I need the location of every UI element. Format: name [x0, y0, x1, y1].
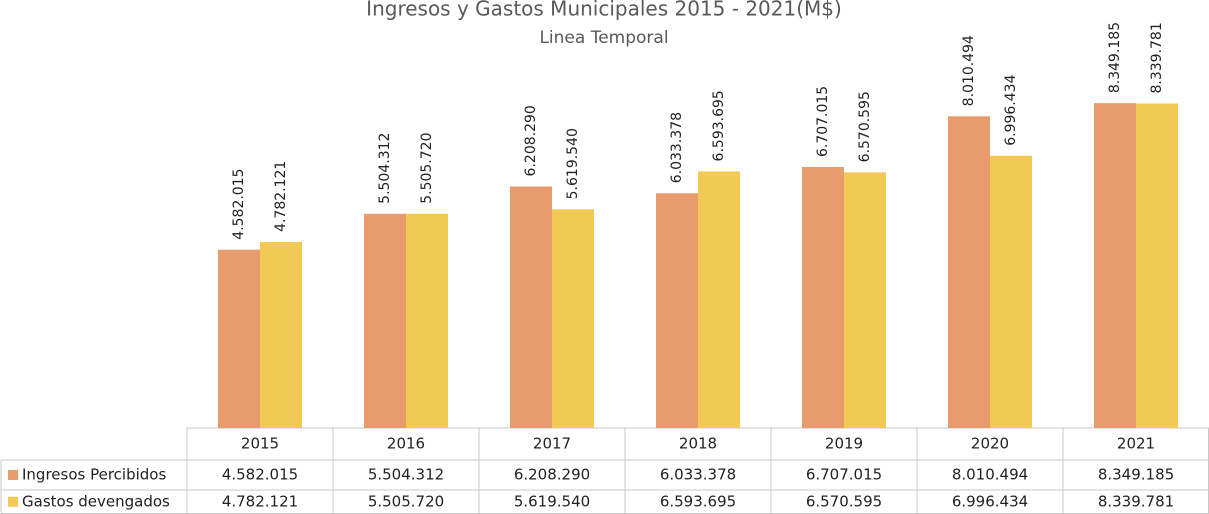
bar	[948, 116, 990, 428]
bar	[406, 213, 448, 428]
table-cell: 8.339.781	[1098, 492, 1174, 510]
bar	[260, 241, 302, 428]
x-tick-label: 2018	[679, 435, 717, 453]
data-label: 6.593.695	[711, 90, 727, 161]
x-tick-label: 2021	[1117, 435, 1155, 453]
legend-swatch	[8, 496, 18, 507]
data-label: 5.504.312	[377, 133, 393, 204]
table-cell: 6.570.595	[806, 492, 882, 510]
x-tick-label: 2015	[241, 435, 279, 453]
legend-swatch	[8, 470, 18, 480]
bar	[802, 167, 844, 429]
data-label: 5.505.720	[419, 133, 435, 204]
bar	[1094, 103, 1136, 428]
data-label: 8.349.185	[1107, 22, 1123, 93]
table-cell: 8.010.494	[952, 466, 1028, 484]
table-cell: 6.208.290	[514, 466, 590, 484]
chart-title: Ingresos y Gastos Municipales 2015 - 202…	[366, 0, 842, 21]
table-cell: 4.582.015	[222, 466, 298, 484]
x-tick-label: 2020	[971, 435, 1009, 453]
bar	[990, 155, 1032, 428]
data-label: 8.339.781	[1149, 22, 1165, 93]
table-cell: 4.782.121	[222, 492, 298, 510]
data-label: 4.782.121	[273, 161, 289, 232]
table-cell: 6.996.434	[952, 492, 1028, 510]
chart-subtitle: Linea Temporal	[539, 28, 668, 48]
table-cell: 6.707.015	[806, 466, 882, 484]
legend-label: Gastos devengados	[22, 492, 170, 510]
bar	[844, 172, 886, 428]
bar	[656, 193, 698, 428]
bar	[552, 209, 594, 428]
table-cell: 5.619.540	[514, 492, 590, 510]
data-label: 4.582.015	[231, 168, 247, 239]
data-label: 6.570.595	[857, 91, 873, 162]
bar	[698, 171, 740, 429]
table-cell: 6.593.695	[660, 492, 736, 510]
data-label: 8.010.494	[961, 35, 977, 106]
x-tick-label: 2016	[387, 435, 425, 453]
x-tick-label: 2017	[533, 435, 571, 453]
x-tick-label: 2019	[825, 435, 863, 453]
data-label: 6.707.015	[815, 86, 831, 157]
data-label: 6.033.378	[669, 112, 685, 183]
data-label: 6.996.434	[1003, 74, 1019, 145]
table-cell: 8.349.185	[1098, 466, 1174, 484]
bar	[364, 213, 406, 428]
bar	[1136, 103, 1178, 428]
bar	[510, 186, 552, 428]
table-cell: 5.505.720	[368, 492, 444, 510]
data-label: 6.208.290	[523, 105, 539, 176]
table-cell: 5.504.312	[368, 466, 444, 484]
bar	[218, 249, 260, 428]
data-label: 5.619.540	[565, 128, 581, 199]
table-cell: 6.033.378	[660, 466, 736, 484]
legend-label: Ingresos Percibidos	[22, 466, 166, 484]
